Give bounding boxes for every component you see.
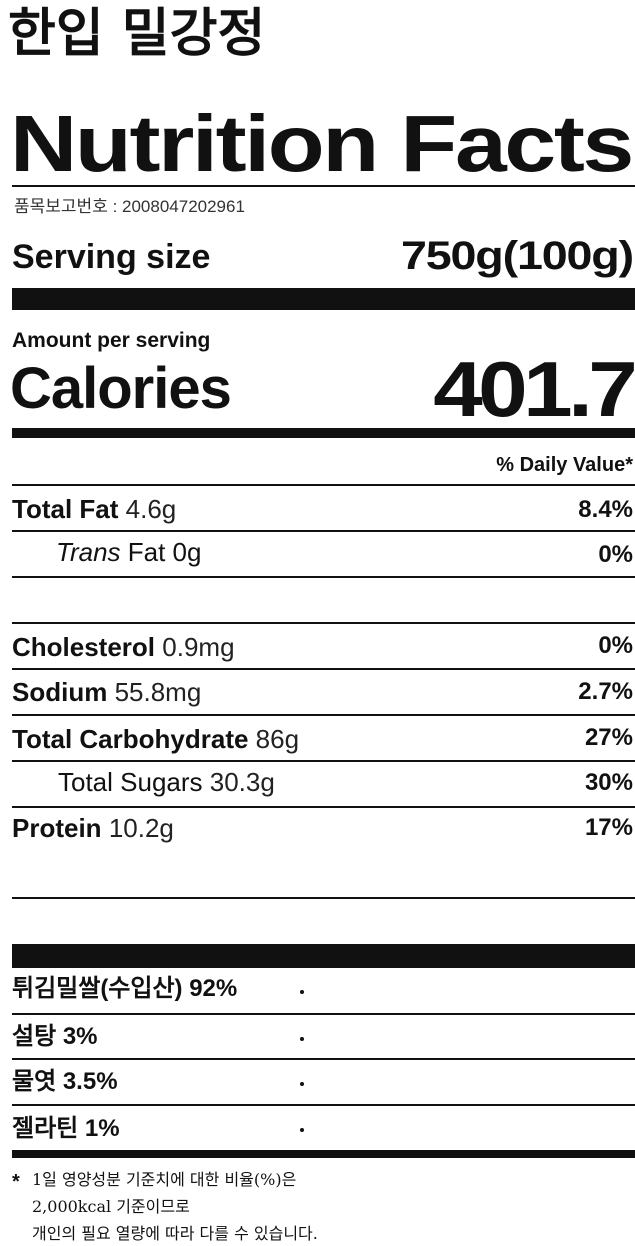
heading: Nutrition Facts [10, 99, 634, 188]
footnote-mark: * [12, 1171, 20, 1193]
thick-bar [12, 944, 635, 968]
nutrient-amount: 30.3g [209, 767, 275, 797]
bullet [300, 1082, 304, 1086]
nutrient-name: Cholesterol [12, 632, 156, 662]
rule [12, 1013, 635, 1015]
product-title: 한입 밀강정 [8, 3, 266, 64]
nutrient-name: Protein [12, 813, 102, 843]
amount-label: Amount per serving [12, 329, 211, 352]
nutrient: Total Fat 4.6g [12, 496, 176, 522]
rule [12, 1058, 635, 1060]
rule [12, 897, 635, 899]
calories-value: 401.7 [433, 345, 635, 433]
nutrient-amount: 0.9mg [162, 632, 235, 662]
report-number: 품목보고번호 : 2008047202961 [14, 197, 245, 216]
rule [12, 185, 635, 187]
nutrient-dv: 30% [584, 769, 633, 796]
ingredient: 튀김밀쌀(수입산) 92% [12, 975, 238, 1002]
nutrient-amount: 4.6g [125, 494, 177, 524]
calories-label: Calories [10, 356, 232, 421]
ingredient: 젤라틴 1% [12, 1115, 120, 1142]
rule [12, 576, 635, 578]
nutrient-amount: 55.8mg [114, 677, 202, 707]
footnote-line: 개인의 필요 열량에 따라 다를 수 있습니다. [32, 1224, 318, 1243]
nutrient-dv: 0% [598, 632, 633, 659]
rule [12, 714, 635, 716]
dv-header: % Daily Value* [496, 454, 633, 476]
ingredient: 설탕 3% [12, 1023, 98, 1050]
thick-bar [12, 1150, 635, 1158]
thick-bar [12, 428, 635, 438]
nutrient-name: Total Carbohydrate [12, 724, 249, 754]
ingredient: 물엿 3.5% [12, 1068, 118, 1095]
rule [12, 484, 635, 486]
nutrient-name: Total Sugars [58, 767, 203, 797]
rule [12, 806, 635, 808]
nutrient-amount: 86g [255, 724, 300, 754]
serving-label: Serving size [12, 238, 211, 276]
nutrient-name: Fat 0g [127, 537, 202, 567]
nutrient-name: Sodium [12, 677, 108, 707]
nutrient-amount: 10.2g [108, 813, 174, 843]
footnote-line: 1일 영양성분 기준치에 대한 비율(%)은 [32, 1170, 297, 1189]
bullet [300, 990, 304, 994]
rule [12, 530, 635, 532]
rule [12, 622, 635, 624]
nutrient-dv: 27% [584, 724, 633, 751]
nutrient-dv: 17% [584, 814, 633, 841]
thick-bar [12, 288, 635, 310]
nutrient-dv: 8.4% [578, 496, 633, 523]
nutrient-dv: 0% [598, 541, 633, 568]
nutrient-name-italic: Trans [56, 537, 121, 567]
nutrient-dv: 2.7% [578, 678, 633, 705]
bullet [300, 1037, 304, 1041]
bullet [300, 1128, 304, 1132]
rule [12, 760, 635, 762]
rule [12, 1104, 635, 1106]
rule [12, 668, 635, 670]
footnote-line: 2,000kcal 기준이므로 [32, 1197, 190, 1216]
serving-value: 750g(100g) [401, 234, 634, 278]
nutrient-name: Total Fat [12, 494, 119, 524]
